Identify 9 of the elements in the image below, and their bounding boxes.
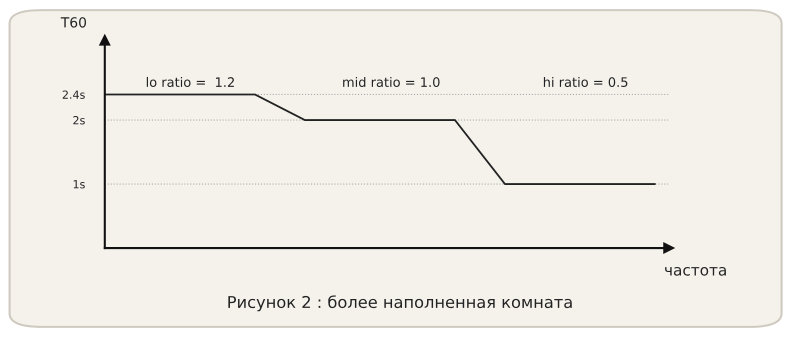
y-axis-title: T60: [60, 17, 86, 28]
text: Рисунок 2 : более наполненная комната: [228, 295, 572, 312]
annotation: hi ratio = 0.5: [544, 76, 628, 88]
x-axis-title: частота: [665, 266, 726, 276]
y-tick-label: 2.4s: [62, 90, 85, 99]
annotation: mid ratio = 1.0: [343, 76, 440, 88]
annotation: lo ratio = 1.2: [146, 76, 234, 88]
y-tick-label: 1s: [74, 180, 85, 188]
y-tick-label: 2s: [73, 116, 85, 124]
